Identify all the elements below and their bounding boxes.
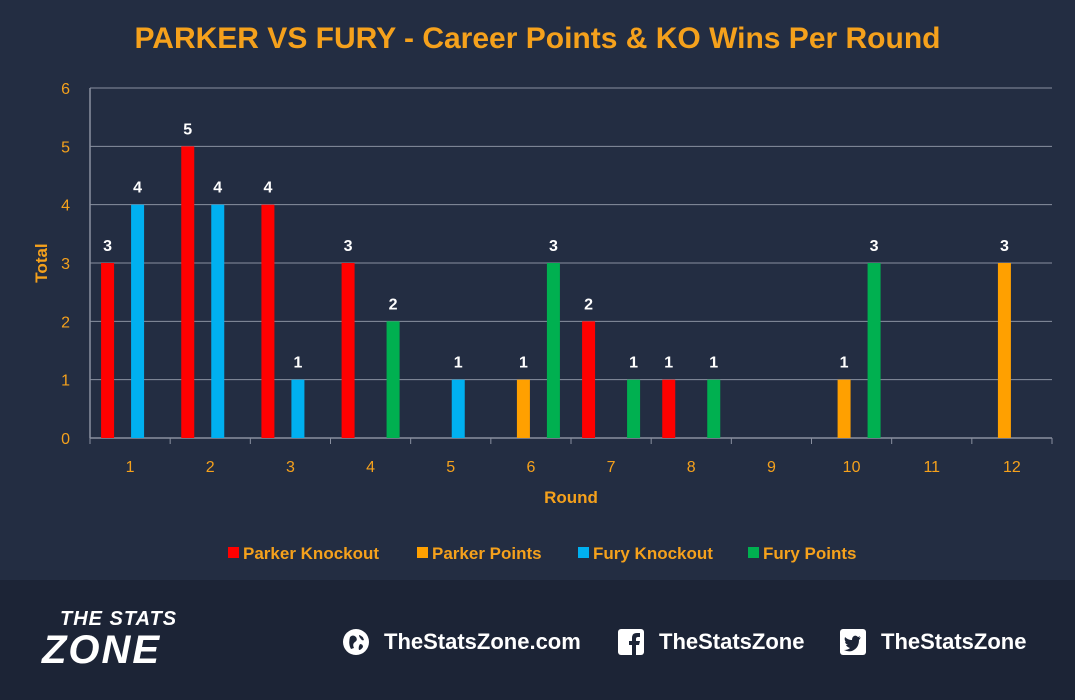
x-tick-label: 5 — [446, 459, 455, 476]
bar-parker-points — [837, 379, 851, 438]
x-tick-label: 4 — [366, 459, 375, 476]
x-tick-label: 2 — [206, 459, 215, 476]
footer-bar — [0, 580, 1075, 700]
bar-fury-points — [386, 321, 400, 438]
bar-parker-knockout — [181, 146, 195, 439]
data-label: 5 — [183, 121, 192, 138]
data-label: 4 — [213, 180, 222, 197]
website-link[interactable]: TheStatsZone.com — [342, 624, 581, 660]
x-tick-label: 9 — [767, 459, 776, 476]
data-label: 4 — [263, 180, 272, 197]
data-label: 1 — [629, 355, 638, 372]
data-label: 3 — [103, 238, 112, 255]
legend-label: Fury Knockout — [593, 544, 713, 563]
data-label: 3 — [870, 238, 879, 255]
x-tick-label: 7 — [607, 459, 616, 476]
twitter-link[interactable]: TheStatsZone — [839, 624, 1026, 660]
bar-parker-points — [516, 379, 530, 438]
y-tick-label: 0 — [61, 431, 70, 448]
legend-label: Fury Points — [763, 544, 857, 563]
y-tick-label: 5 — [61, 139, 70, 156]
y-tick-label: 1 — [61, 373, 70, 390]
x-tick-label: 6 — [526, 459, 535, 476]
chart-title: PARKER VS FURY - Career Points & KO Wins… — [134, 22, 941, 55]
twitter-icon — [840, 629, 866, 655]
x-tick-label: 12 — [1003, 459, 1021, 476]
data-label: 3 — [344, 238, 353, 255]
data-label: 1 — [454, 355, 463, 372]
bar-fury-knockout — [291, 379, 305, 438]
bar-parker-knockout — [582, 321, 596, 438]
bar-fury-knockout — [211, 204, 225, 438]
data-label: 2 — [389, 296, 398, 313]
bar-fury-knockout — [131, 204, 145, 438]
globe-icon — [343, 629, 369, 655]
bar-parker-points — [997, 263, 1011, 438]
bar-fury-points — [546, 263, 560, 438]
bar-parker-knockout — [101, 263, 115, 438]
x-axis-title: Round — [544, 488, 598, 507]
bar-fury-points — [707, 379, 721, 438]
y-tick-label: 3 — [61, 256, 70, 273]
data-label: 2 — [584, 296, 593, 313]
legend-swatch — [228, 547, 239, 558]
facebook-icon — [618, 629, 644, 655]
data-label: 3 — [1000, 238, 1009, 255]
y-tick-label: 4 — [61, 198, 70, 215]
x-tick-label: 11 — [923, 459, 940, 476]
legend-label: Parker Knockout — [243, 544, 379, 563]
logo-text-top: THE STATS — [60, 608, 178, 630]
bar-fury-knockout — [451, 379, 465, 438]
data-label: 1 — [709, 355, 718, 372]
data-label: 1 — [664, 355, 673, 372]
data-label: 1 — [840, 355, 849, 372]
x-tick-label: 3 — [286, 459, 295, 476]
bar-parker-knockout — [261, 204, 275, 438]
x-tick-label: 8 — [687, 459, 696, 476]
data-label: 3 — [549, 238, 558, 255]
bar-parker-knockout — [662, 379, 676, 438]
data-label: 1 — [519, 355, 528, 372]
website-text: TheStatsZone.com — [384, 629, 581, 654]
y-tick-label: 6 — [61, 81, 70, 98]
bar-fury-points — [867, 263, 881, 438]
y-axis-title: Total — [32, 243, 51, 282]
legend-label: Parker Points — [432, 544, 542, 563]
facebook-link[interactable]: TheStatsZone — [617, 624, 804, 660]
data-label: 1 — [293, 355, 302, 372]
facebook-text: TheStatsZone — [659, 629, 805, 654]
bar-parker-knockout — [341, 263, 355, 438]
logo-text-bottom: ZONE — [42, 628, 162, 672]
stats-zone-logo: THE STATS ZONE — [42, 608, 232, 678]
y-tick-label: 2 — [61, 314, 70, 331]
twitter-text: TheStatsZone — [881, 629, 1027, 654]
legend-swatch — [578, 547, 589, 558]
x-tick-label: 10 — [843, 459, 861, 476]
x-tick-label: 1 — [126, 459, 135, 476]
data-label: 4 — [133, 180, 142, 197]
legend-swatch — [748, 547, 759, 558]
bar-fury-points — [627, 379, 641, 438]
legend-swatch — [417, 547, 428, 558]
